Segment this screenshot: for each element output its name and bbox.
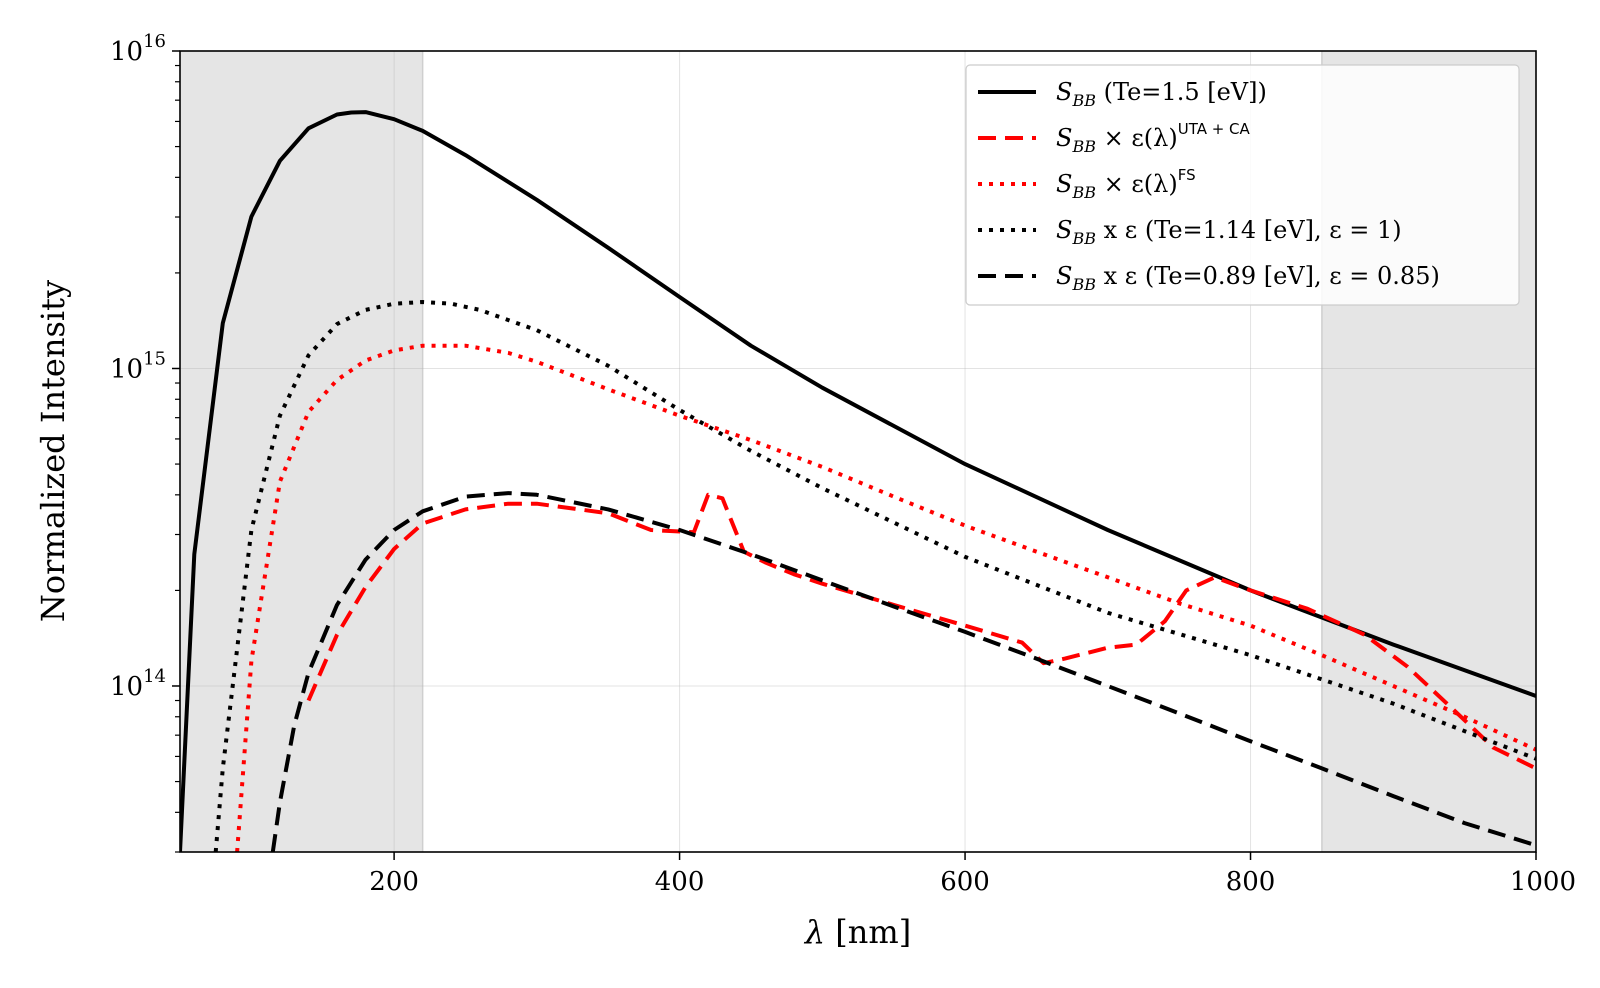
x-axis-unit: [nm] xyxy=(825,913,911,951)
y-tick-label: 1014 xyxy=(110,666,166,702)
shaded-region xyxy=(180,51,423,852)
x-axis-label: λ [nm] xyxy=(803,913,911,951)
legend: SBB (Te=1.5 [eV]) SBB × ε(λ)UTA + CA SBB ×… xyxy=(965,64,1520,306)
plot-frame xyxy=(179,50,1537,853)
x-tick-label: 200 xyxy=(369,867,419,897)
legend-label-5: SBB x ε (Te=0.89 [eV], ε = 0.85) xyxy=(1056,262,1440,294)
series-line-2 xyxy=(306,492,1536,771)
y-tick-label: 1016 xyxy=(110,31,166,67)
series-lines xyxy=(180,110,1536,852)
y-axis-ticks: 1014 1015 1016 xyxy=(110,31,180,702)
legend-label-1: SBB (Te=1.5 [eV]) xyxy=(1056,78,1267,110)
legend-box xyxy=(965,64,1520,306)
y-tick-label: 1015 xyxy=(110,348,166,384)
y-axis-label: Normalized Intensity xyxy=(34,280,72,622)
x-tick-label: 600 xyxy=(940,867,990,897)
legend-label-3: SBB × ε(λ)FS xyxy=(1056,166,1196,202)
y-minor-ticks xyxy=(175,64,180,853)
legend-label-4: SBB x ε (Te=1.14 [eV], ε = 1) xyxy=(1056,216,1402,248)
x-axis-symbol: λ xyxy=(803,913,825,951)
series-line-1 xyxy=(180,110,1536,852)
x-tick-label: 800 xyxy=(1226,867,1276,897)
legend-label-2: SBB × ε(λ)UTA + CA xyxy=(1056,120,1251,156)
series-line-5 xyxy=(270,491,1536,852)
x-tick-label: 1000 xyxy=(1510,867,1576,897)
x-axis-ticks: 200 400 600 800 1000 xyxy=(369,852,1576,897)
series-line-4 xyxy=(213,300,1536,852)
x-tick-label: 400 xyxy=(655,867,705,897)
